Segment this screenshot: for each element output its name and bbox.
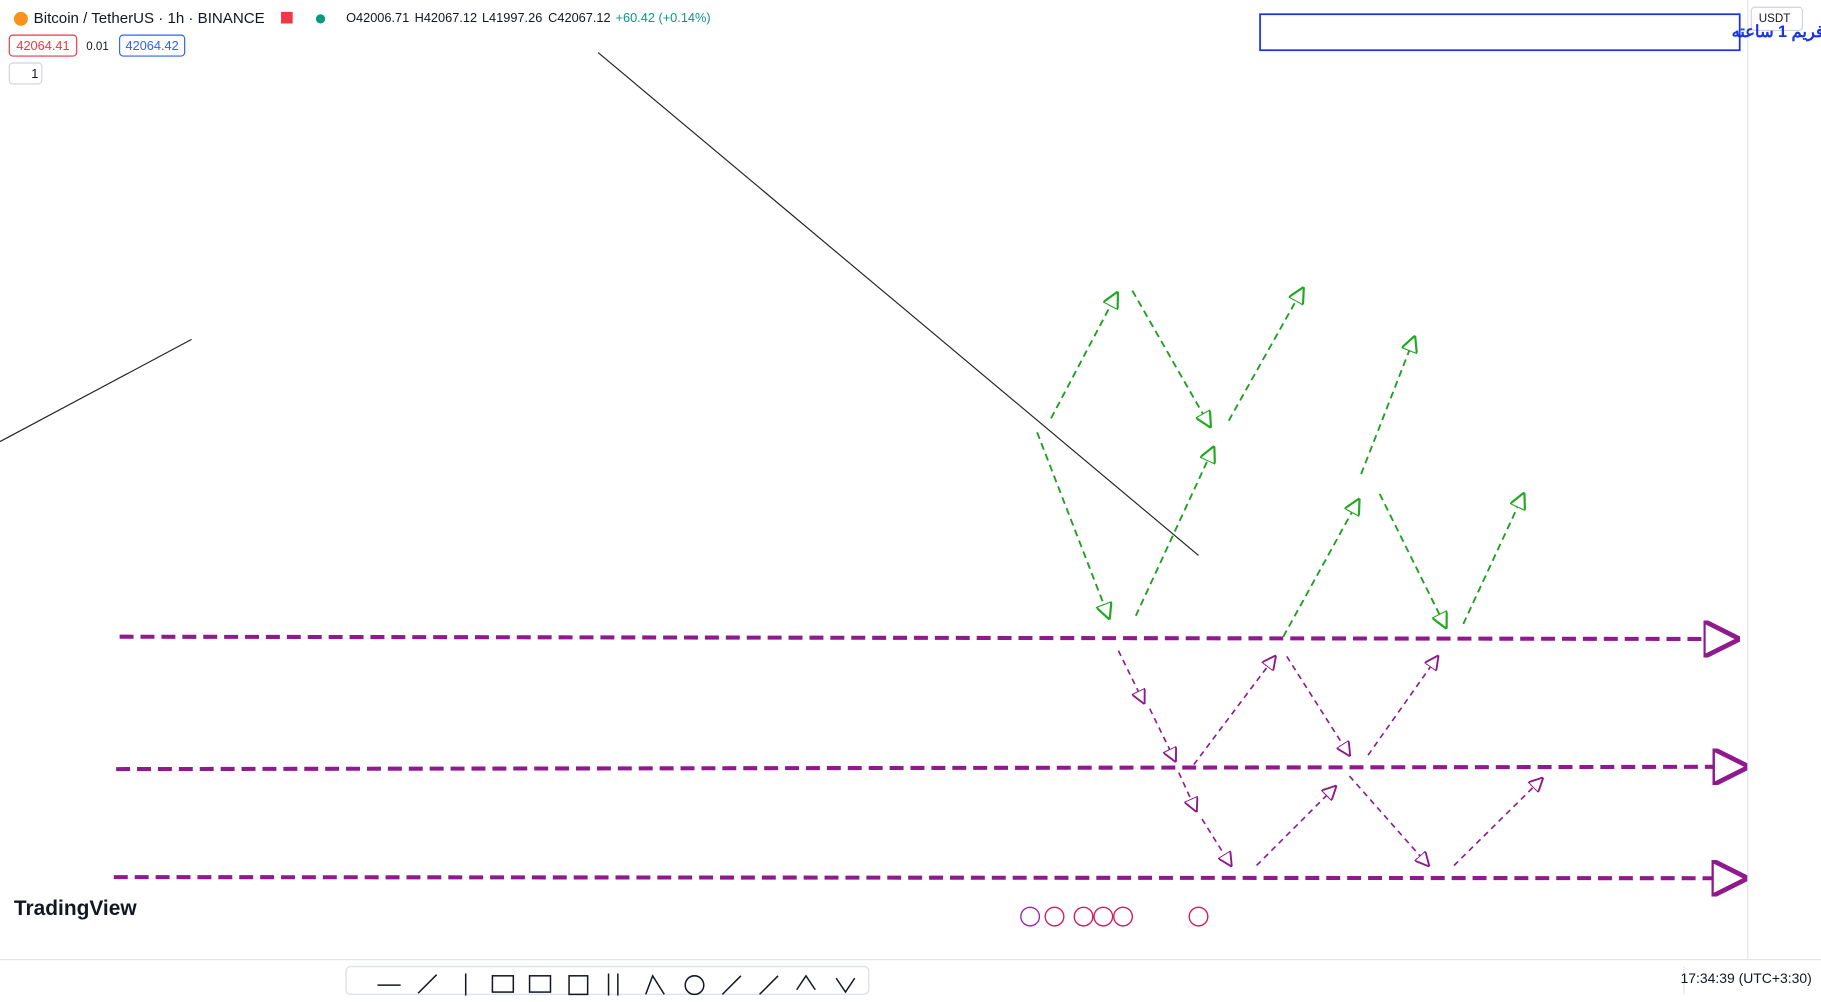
price-axis [1747,0,1821,997]
ohlc-low: L41997.26 [482,10,542,25]
currency[interactable]: USDT [1759,12,1791,25]
ohlc-open: O42006.71 [346,10,409,25]
ohlc-close: C42067.12 [548,10,610,25]
buy-box[interactable] [119,34,186,57]
sell-price[interactable]: 42064.41 [16,38,69,53]
drawings [0,52,1746,927]
qty-box[interactable] [8,62,43,85]
title-box [1259,13,1741,52]
flag [281,11,293,24]
sell-box[interactable] [8,34,78,57]
qty[interactable]: 1 [31,66,38,81]
chart-title: تحلیل بیتکوین | قسمت یازدهم | 9 بهمن 140… [1732,23,1821,42]
ohlc-high: H42067.12 [415,10,477,25]
clock: 17:34:39 (UTC+3:30) [1681,970,1812,986]
coin-icon [13,11,28,26]
spread: 0.01 [86,40,109,53]
tools[interactable] [345,965,870,996]
symbol: Bitcoin / TetherUS · 1h · BINANCE [34,10,265,27]
buy-price[interactable]: 42064.42 [126,38,179,53]
logo: TradingView [14,897,137,920]
currency-box[interactable] [1750,6,1803,32]
ohlc-change: +60.42 (+0.14%) [616,10,711,25]
status [315,14,326,24]
